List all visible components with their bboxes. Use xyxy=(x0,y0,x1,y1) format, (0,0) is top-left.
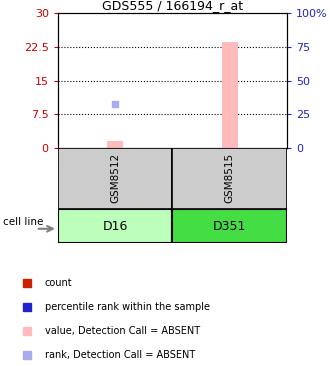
Bar xyxy=(173,148,287,209)
Text: value, Detection Call = ABSENT: value, Detection Call = ABSENT xyxy=(45,325,200,336)
Bar xyxy=(58,209,173,243)
Title: GDS555 / 166194_r_at: GDS555 / 166194_r_at xyxy=(102,0,243,12)
Text: GSM8512: GSM8512 xyxy=(110,153,120,203)
Text: D351: D351 xyxy=(213,220,247,232)
Text: GSM8515: GSM8515 xyxy=(225,153,235,203)
Bar xyxy=(173,209,287,243)
Text: percentile rank within the sample: percentile rank within the sample xyxy=(45,302,210,311)
Text: cell line: cell line xyxy=(3,217,43,227)
Bar xyxy=(58,148,173,209)
Text: D16: D16 xyxy=(102,220,128,232)
Bar xyxy=(222,42,238,148)
Bar xyxy=(107,141,123,148)
Text: count: count xyxy=(45,277,73,288)
Text: rank, Detection Call = ABSENT: rank, Detection Call = ABSENT xyxy=(45,350,195,359)
